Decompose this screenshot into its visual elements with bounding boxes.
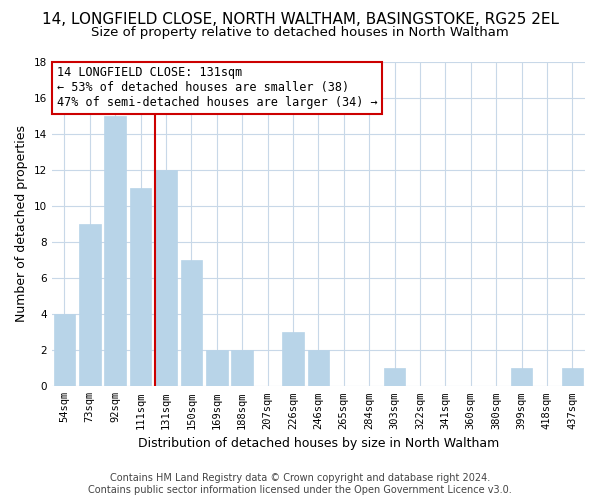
Bar xyxy=(511,368,532,386)
Bar xyxy=(53,314,75,386)
Bar xyxy=(130,188,151,386)
Bar xyxy=(384,368,406,386)
Text: 14 LONGFIELD CLOSE: 131sqm
← 53% of detached houses are smaller (38)
47% of semi: 14 LONGFIELD CLOSE: 131sqm ← 53% of deta… xyxy=(57,66,377,110)
Bar xyxy=(282,332,304,386)
Bar xyxy=(155,170,177,386)
X-axis label: Distribution of detached houses by size in North Waltham: Distribution of detached houses by size … xyxy=(138,437,499,450)
Bar xyxy=(308,350,329,387)
Bar xyxy=(79,224,101,386)
Text: Size of property relative to detached houses in North Waltham: Size of property relative to detached ho… xyxy=(91,26,509,39)
Bar xyxy=(181,260,202,386)
Text: Contains HM Land Registry data © Crown copyright and database right 2024.
Contai: Contains HM Land Registry data © Crown c… xyxy=(88,474,512,495)
Bar xyxy=(232,350,253,387)
Y-axis label: Number of detached properties: Number of detached properties xyxy=(15,126,28,322)
Bar xyxy=(104,116,126,386)
Bar xyxy=(206,350,227,387)
Bar xyxy=(562,368,583,386)
Text: 14, LONGFIELD CLOSE, NORTH WALTHAM, BASINGSTOKE, RG25 2EL: 14, LONGFIELD CLOSE, NORTH WALTHAM, BASI… xyxy=(41,12,559,28)
